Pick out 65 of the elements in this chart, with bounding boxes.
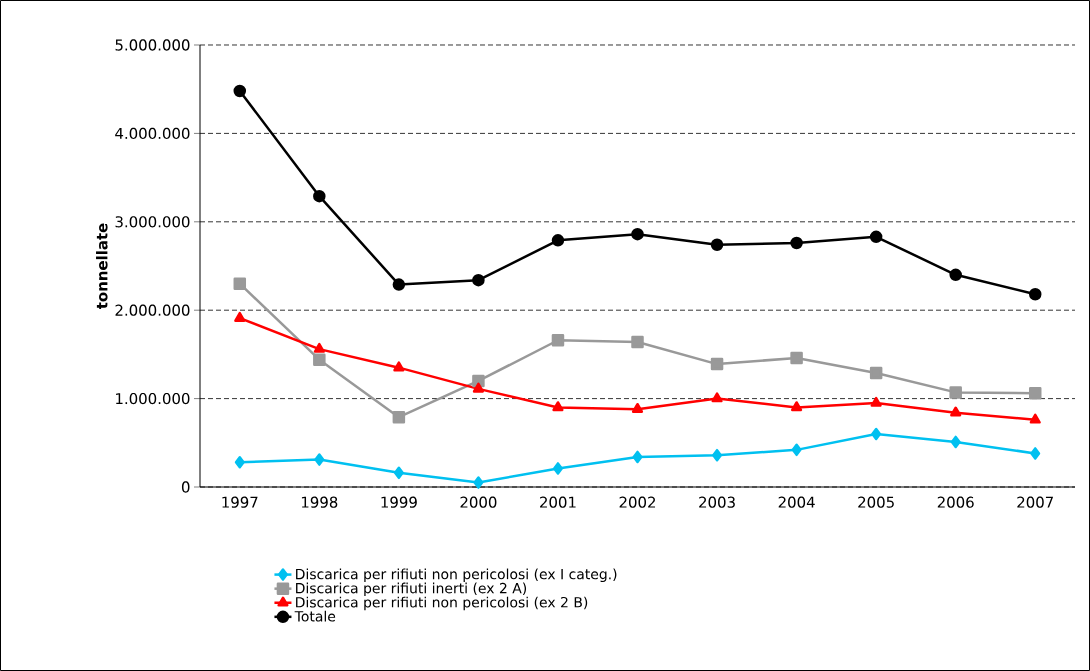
y-tick-label: 3.000.000 [115,216,190,228]
point [711,392,723,403]
point [551,334,565,347]
point [631,227,644,241]
x-tick-label: 1999 [381,496,417,508]
point [950,435,961,449]
point [233,277,247,290]
point [313,342,325,353]
x-tick-label: 2005 [858,496,894,508]
point [472,382,484,393]
point [871,427,882,441]
y-axis-title: tonnellate [96,223,108,310]
point [632,450,643,464]
point [869,230,883,244]
point [314,453,325,466]
point [791,443,802,457]
point [949,386,962,399]
x-tick-label: 2002 [619,496,656,508]
point [233,84,247,98]
point [234,311,246,322]
x-tick-label: 2007 [1017,496,1053,508]
point [710,357,724,371]
point [313,189,326,203]
y-tick-label: 4.000.000 [115,127,190,140]
point [790,351,803,365]
y-tick-label: 2.000.000 [115,304,190,316]
point [313,353,326,366]
legend-label: Discarica per rifiuti non pericolosi (ex I categ.) [296,568,617,583]
point [1028,288,1042,301]
legend-label: Totale [294,610,336,622]
x-tick-label: 1997 [222,496,258,508]
point [631,402,644,413]
y-tick-label: 5.000.000 [115,39,190,51]
point [234,456,245,469]
point [790,236,803,250]
point [1030,447,1041,460]
point [392,410,406,424]
point [710,238,724,252]
point [712,448,723,462]
point [631,335,644,349]
point [1029,413,1041,424]
legend-label: Discarica per rifiuti inerti (ex 2 A) [296,582,527,597]
point [869,366,883,380]
point [551,234,565,247]
point [472,273,485,287]
y-tick-label: 1.000.000 [116,392,190,405]
point [552,462,563,475]
point [473,476,484,489]
point [393,466,404,480]
point [392,278,406,291]
x-tick-label: 2003 [699,496,735,508]
legend-label: Discarica per rifiuti non pericolosi (ex 2 B) [296,596,588,611]
x-tick-label: 2006 [937,496,974,508]
point [950,406,962,417]
point [1028,387,1042,400]
x-tick-label: 2000 [460,496,497,508]
x-tick-label: 1998 [301,496,338,508]
x-tick-label: 2001 [540,496,576,508]
x-tick-label: 2004 [778,496,815,508]
y-tick-label: 0 [181,481,190,493]
point [393,361,405,372]
point [791,401,803,412]
point [870,396,882,407]
point [552,401,564,412]
point [949,268,962,282]
